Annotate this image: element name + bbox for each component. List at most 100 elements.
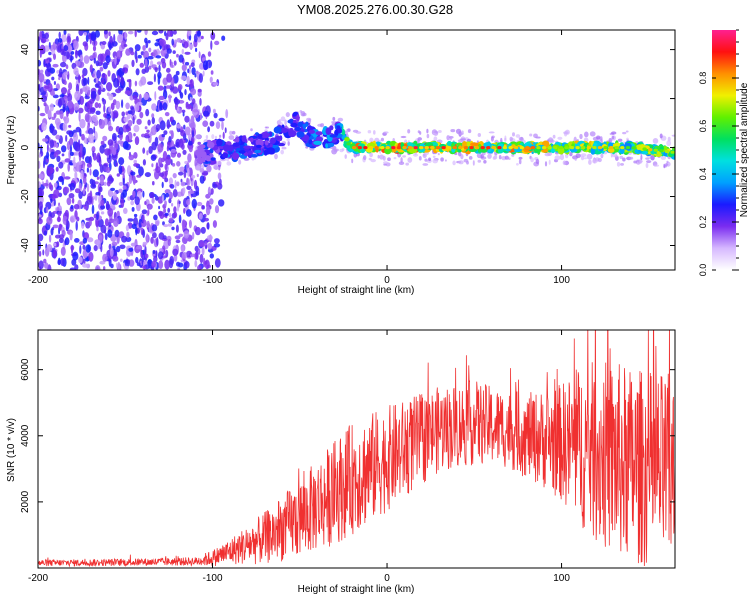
signal-blob	[456, 142, 463, 146]
signal-blob	[296, 114, 300, 122]
noise-speckle	[150, 192, 155, 199]
noise-speckle	[156, 61, 163, 65]
noise-speckle	[134, 196, 140, 205]
noise-speckle	[548, 159, 551, 165]
noise-speckle	[163, 130, 168, 136]
noise-speckle	[38, 181, 41, 188]
noise-speckle	[153, 214, 158, 221]
noise-speckle	[196, 30, 201, 37]
noise-speckle	[55, 110, 62, 115]
signal-blob	[416, 143, 421, 152]
noise-speckle	[214, 40, 220, 46]
noise-speckle	[92, 169, 99, 178]
noise-speckle	[60, 61, 67, 68]
noise-speckle	[596, 135, 601, 140]
signal-peak	[519, 146, 524, 150]
noise-speckle	[43, 102, 47, 107]
noise-speckle	[231, 130, 236, 135]
noise-speckle	[86, 195, 93, 205]
signal-blob	[275, 135, 281, 140]
noise-speckle	[659, 133, 663, 139]
noise-speckle	[151, 141, 157, 151]
noise-speckle	[102, 62, 108, 70]
noise-speckle	[130, 106, 135, 116]
colorbar-ticks: 0.0 0.2 0.4 0.6 0.8	[698, 29, 739, 277]
noise-speckle	[175, 224, 179, 233]
noise-speckle	[134, 80, 138, 87]
noise-speckle	[135, 226, 138, 236]
noise-speckle	[155, 250, 158, 258]
colorbar-tick-label: 0.0	[698, 264, 708, 277]
noise-speckle	[213, 166, 220, 170]
noise-speckle	[70, 245, 75, 251]
noise-speckle	[57, 215, 61, 222]
signal-blob	[206, 141, 215, 149]
noise-speckle	[178, 171, 184, 176]
noise-speckle	[209, 198, 214, 205]
noise-speckle	[98, 102, 102, 109]
noise-speckle	[191, 67, 196, 76]
noise-speckle	[82, 263, 89, 268]
noise-speckle	[44, 85, 50, 89]
noise-speckle	[207, 51, 212, 57]
noise-speckle	[210, 40, 213, 50]
noise-speckle	[49, 147, 52, 153]
signal-peak	[547, 146, 552, 150]
noise-speckle	[105, 74, 108, 83]
noise-speckle	[207, 126, 211, 133]
signal-peak	[435, 146, 441, 150]
noise-speckle	[614, 155, 618, 158]
noise-speckle	[172, 163, 176, 167]
signal-blob	[294, 126, 302, 131]
noise-speckle	[107, 139, 114, 146]
signal-blob	[273, 126, 282, 134]
noise-speckle	[460, 154, 464, 160]
noise-speckle	[103, 181, 107, 186]
noise-speckle	[562, 160, 567, 166]
spectrogram-x-label: Height of straight line (km)	[298, 285, 415, 296]
noise-speckle	[611, 131, 617, 135]
spectrogram-x-tick-label: -100	[203, 275, 223, 286]
noise-speckle	[46, 143, 49, 153]
noise-speckle	[113, 217, 119, 228]
noise-speckle	[172, 189, 178, 198]
noise-speckle	[107, 229, 113, 238]
noise-speckle	[446, 135, 451, 141]
noise-speckle	[127, 218, 134, 222]
noise-speckle	[402, 155, 406, 158]
noise-speckle	[194, 73, 197, 78]
noise-speckle	[579, 133, 583, 140]
noise-speckle	[42, 249, 45, 256]
noise-speckle	[58, 31, 61, 39]
noise-speckle	[192, 129, 194, 138]
snr-x-label: Height of straight line (km)	[298, 584, 415, 595]
noise-speckle	[81, 86, 88, 92]
noise-speckle	[157, 196, 164, 204]
signal-blob	[238, 150, 246, 154]
signal-peak	[447, 146, 452, 150]
noise-speckle	[221, 120, 224, 131]
noise-speckle	[115, 88, 122, 94]
noise-speckle	[62, 106, 66, 112]
noise-speckle	[164, 177, 169, 183]
noise-speckle	[68, 124, 72, 128]
noise-speckle	[79, 95, 85, 105]
noise-speckle	[82, 188, 85, 195]
noise-speckle	[50, 198, 53, 203]
noise-speckle	[168, 191, 173, 200]
noise-speckle	[44, 262, 49, 269]
noise-speckle	[87, 76, 90, 85]
noise-speckle	[88, 251, 94, 262]
noise-speckle	[117, 33, 124, 44]
noise-speckle	[140, 249, 144, 259]
noise-speckle	[66, 35, 72, 44]
noise-speckle	[600, 153, 604, 159]
signal-blob	[313, 140, 322, 145]
noise-speckle	[101, 97, 105, 102]
noise-speckle	[89, 168, 92, 176]
signal-blob	[336, 125, 341, 129]
snr-x-tick-label: 0	[384, 573, 390, 584]
noise-speckle	[116, 69, 123, 78]
noise-speckle	[66, 130, 73, 135]
signal-peak	[575, 146, 580, 150]
